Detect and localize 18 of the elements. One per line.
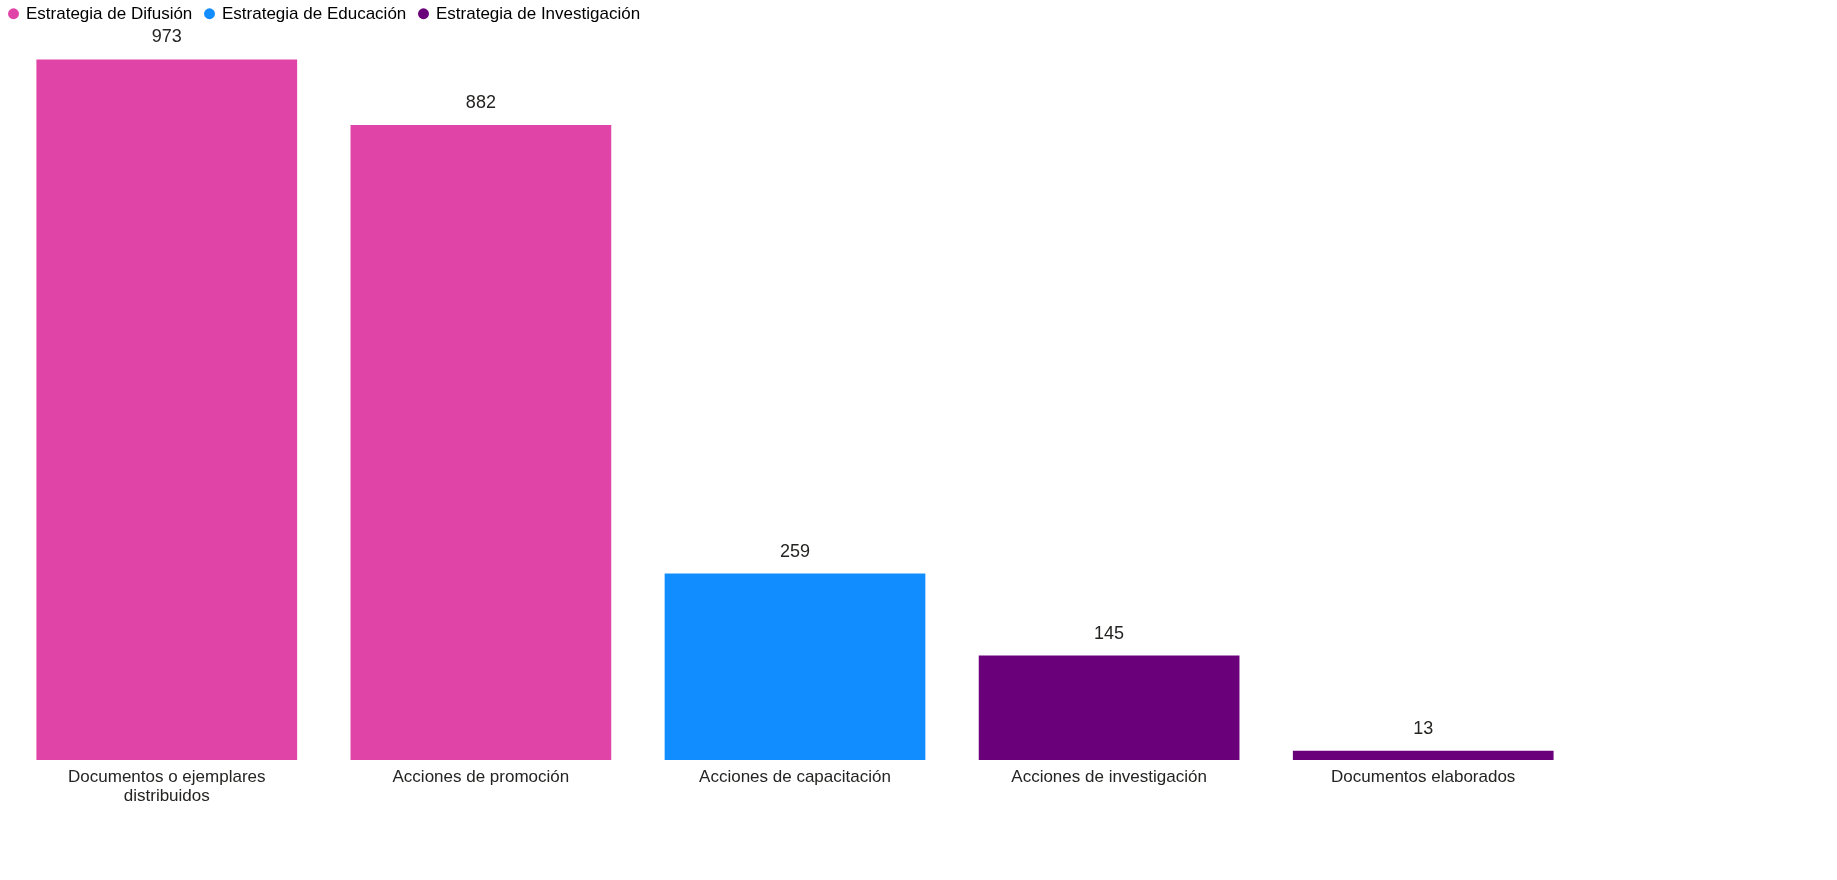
data-label: 145	[1094, 622, 1125, 643]
x-tick-label: Documentos o ejemplares distribuidos	[68, 766, 266, 805]
x-tick-label: Documentos elaborados	[1331, 766, 1516, 786]
data-label: 13	[1413, 717, 1434, 738]
data-label: 973	[151, 26, 182, 47]
x-tick-label: Acciones de capacitación	[699, 766, 891, 786]
legend-label: Estrategia de Educación	[222, 3, 407, 23]
x-tick-label: Acciones de investigación	[1011, 766, 1207, 786]
legend-label: Estrategia de Difusión	[26, 3, 193, 23]
bar	[978, 655, 1240, 760]
legend-label: Estrategia de Investigación	[436, 3, 641, 23]
x-tick-label: Acciones de promoción	[392, 766, 570, 786]
bar	[36, 59, 298, 760]
data-label: 259	[779, 540, 811, 561]
data-label: 882	[465, 91, 496, 112]
bar	[1292, 750, 1554, 760]
bar	[350, 124, 612, 760]
bar	[664, 573, 926, 760]
